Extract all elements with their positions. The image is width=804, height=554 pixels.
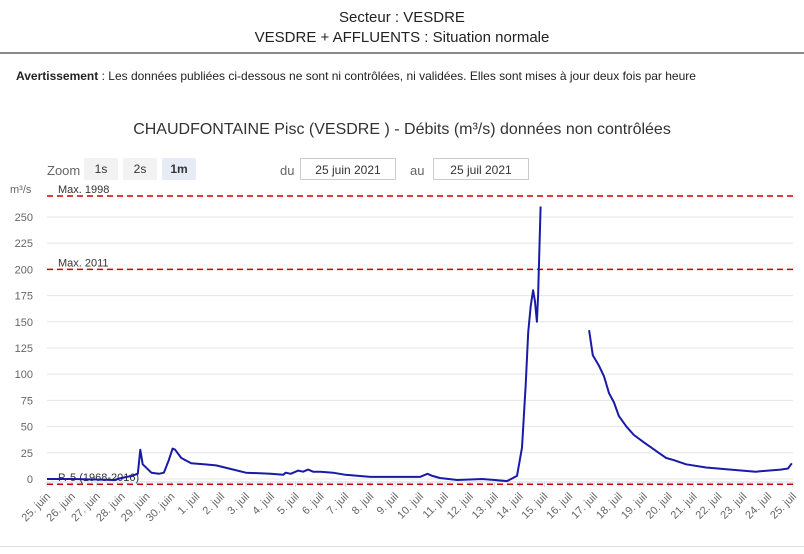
to-label: au [410,163,425,178]
x-tick-label: 14. juil [495,491,526,522]
x-tick-label: 6. juil [300,491,327,518]
x-tick-label: 4. juil [250,491,277,518]
zoom-2s-button[interactable]: 2s [123,158,157,180]
x-tick-label: 16. juil [544,491,575,522]
sector-status: VESDRE + AFFLUENTS : Situation normale [254,29,550,46]
y-tick-label: 75 [21,395,33,407]
x-tick-label: 18. juil [594,491,625,522]
reference-line-label: P. 5 (1968-2016) [58,472,139,484]
reference-line-label: Max. 1998 [58,184,109,196]
warning-text: : Les données publiées ci-dessous ne son… [98,69,696,83]
y-tick-label: 0 [27,474,33,486]
series-line [588,330,793,473]
x-tick-label: 10. juil [395,491,426,522]
series-line [47,206,542,483]
y-tick-label: 250 [15,212,33,224]
zoom-label: Zoom [47,163,81,178]
x-tick-label: 8. juil [350,491,377,518]
y-tick-label: 175 [15,291,33,303]
reference-line-label: Max. 2011 [58,257,109,269]
y-tick-label: 150 [15,317,33,329]
x-tick-label: 24. juil [743,491,774,522]
x-tick-label: 20. juil [644,491,675,522]
x-tick-label: 19. juil [619,491,650,522]
x-tick-label: 25. juil [768,491,799,522]
y-tick-label: 125 [15,343,33,355]
footer-divider [0,546,804,547]
chart-title: CHAUDFONTAINE Pisc (VESDRE ) - Débits (m… [133,121,671,138]
x-tick-label: 11. juil [421,491,451,521]
warning-notice: Avertissement : Les données publiées ci-… [16,69,696,83]
x-tick-label: 3. juil [225,491,252,518]
x-tick-label: 23. juil [718,491,749,522]
zoom-1s-button[interactable]: 1s [84,158,118,180]
from-date-input[interactable]: 25 juin 2021 [300,158,396,180]
y-tick-label: 200 [15,264,33,276]
x-tick-label: 22. juil [694,491,725,522]
sector-title: Secteur : VESDRE [339,9,465,26]
x-tick-label: 15. juil [519,491,550,522]
x-tick-label: 21. juil [669,491,700,522]
y-tick-label: 25 [21,448,33,460]
x-tick-label: 2. juil [201,491,228,518]
warning-label: Avertissement [16,69,99,83]
to-date-input[interactable]: 25 juil 2021 [433,158,529,180]
x-tick-label: 12. juil [445,491,476,522]
x-tick-label: 5. juil [275,491,302,518]
y-tick-label: 100 [15,369,33,381]
y-axis-label: m³/s [10,184,32,196]
x-tick-label: 7. juil [325,491,352,518]
zoom-1m-button[interactable]: 1m [162,158,196,180]
from-label: du [280,163,295,178]
page-header: Secteur : VESDRE VESDRE + AFFLUENTS : Si… [0,0,804,52]
header-divider [0,52,804,54]
x-tick-label: 1. juil [176,491,203,518]
x-tick-label: 13. juil [470,491,501,522]
x-tick-label: 17. juil [569,491,600,522]
y-tick-label: 50 [21,422,33,434]
y-tick-label: 225 [15,238,33,250]
